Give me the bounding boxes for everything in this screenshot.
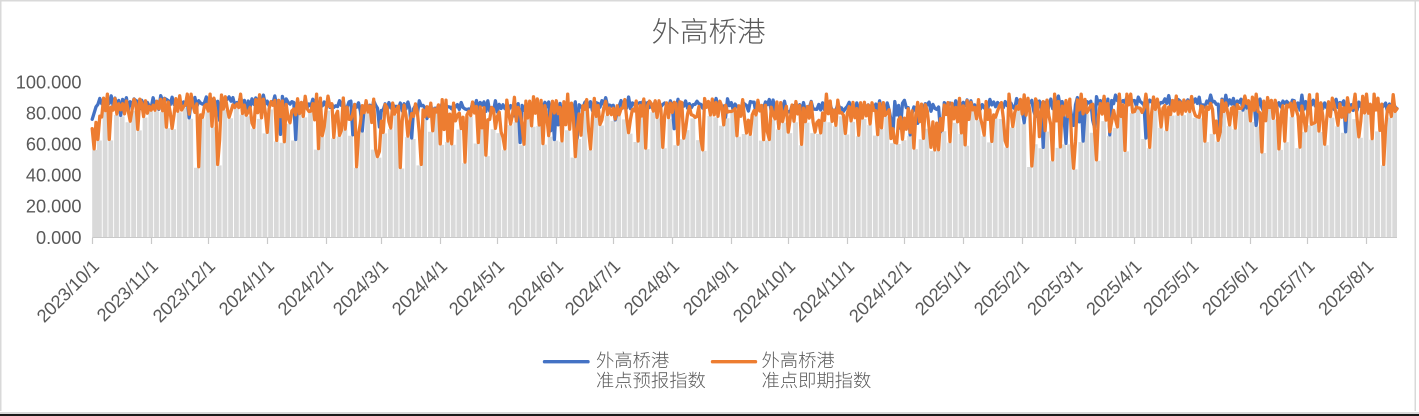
svg-text:100.000: 100.000	[16, 72, 82, 92]
svg-text:60.000: 60.000	[26, 135, 82, 155]
svg-text:20.000: 20.000	[26, 197, 82, 217]
svg-text:40.000: 40.000	[26, 166, 82, 186]
svg-text:80.000: 80.000	[26, 103, 82, 123]
svg-text:0.000: 0.000	[36, 228, 82, 248]
